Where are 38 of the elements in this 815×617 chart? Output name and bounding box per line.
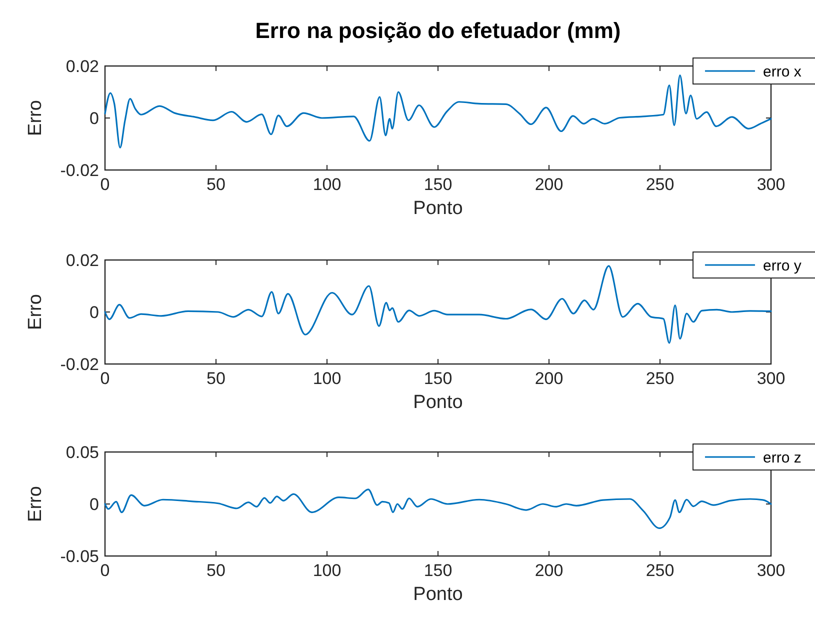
y-tick-label: 0.05 [66,442,99,462]
chart-title: Erro na posição do efetuador (mm) [255,18,621,43]
y-tick-label: -0.05 [60,546,99,566]
y-tick-label: 0.02 [66,56,99,76]
y-tick-label: 0 [90,302,99,322]
y-tick-label: -0.02 [60,160,99,180]
legend-label: erro x [763,63,802,80]
y-tick-label: 0.02 [66,250,99,270]
x-axis-title: Ponto [413,392,463,413]
legend-label: erro z [763,449,802,466]
x-tick-label: 100 [312,561,342,580]
x-tick-label: 150 [424,175,452,194]
x-tick-label: 300 [756,369,786,388]
x-tick-label: 100 [312,369,342,388]
x-tick-label: 50 [206,561,226,580]
x-tick-label: 150 [424,561,452,580]
x-tick-label: 200 [534,175,564,194]
y-axis-title: Erro [25,486,46,522]
x-tick-label: 50 [206,175,226,194]
x-tick-label: 250 [646,561,674,580]
x-tick-label: 300 [756,561,786,580]
x-axis-title: Ponto [413,584,463,605]
x-tick-label: 250 [646,369,674,388]
legend-label: erro y [763,257,802,274]
x-tick-label: 200 [534,369,564,388]
y-axis-title: Erro [25,294,46,330]
x-tick-label: 250 [646,175,674,194]
y-tick-label: -0.02 [60,354,99,374]
x-tick-label: 50 [206,369,226,388]
x-tick-label: 300 [756,175,786,194]
x-tick-label: 100 [312,175,342,194]
x-tick-label: 200 [534,561,564,580]
y-axis-title: Erro [25,100,46,136]
line-series [104,488,772,530]
y-tick-label: 0 [90,494,99,514]
x-axis-title: Ponto [413,198,463,219]
x-tick-label: 150 [424,369,452,388]
y-tick-label: 0 [90,108,99,128]
